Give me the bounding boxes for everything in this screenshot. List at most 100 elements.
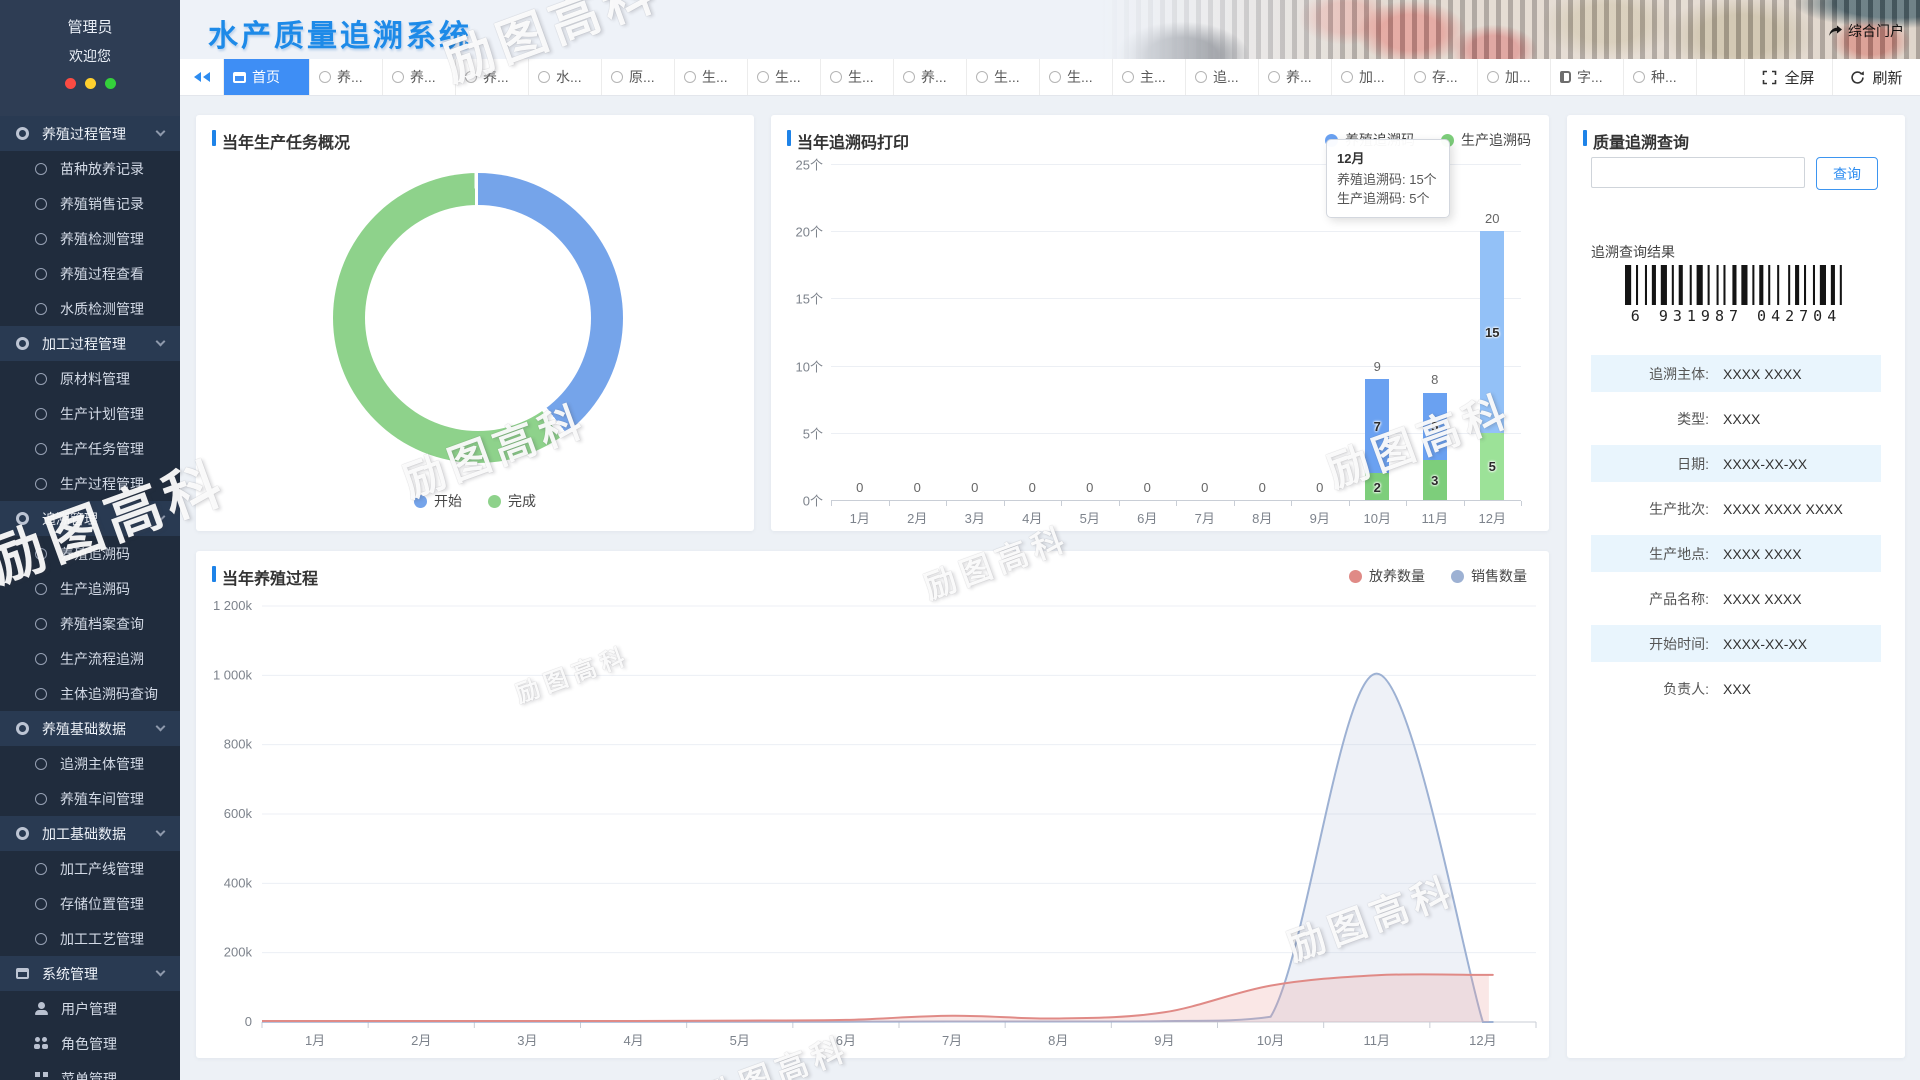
bar-value-label: 7 bbox=[1373, 419, 1381, 435]
sidebar-label: 水质检测管理 bbox=[60, 300, 144, 317]
sidebar-item-15[interactable]: 生产流程追溯 bbox=[0, 641, 180, 676]
chevron-down-icon bbox=[155, 966, 166, 977]
circle-icon bbox=[35, 162, 47, 175]
svg-text:4月: 4月 bbox=[623, 1033, 643, 1048]
sidebar-label: 养殖档案查询 bbox=[60, 615, 144, 632]
collapse-tabs-button[interactable] bbox=[180, 59, 224, 95]
circle-icon bbox=[35, 757, 47, 770]
sidebar-section-17[interactable]: 养殖基础数据 bbox=[0, 711, 180, 746]
card-title: 当年生产任务概况 bbox=[212, 129, 350, 153]
bar-segment-production-code[interactable] bbox=[1480, 432, 1505, 500]
sidebar-item-19[interactable]: 养殖车间管理 bbox=[0, 781, 180, 816]
tab-8[interactable]: 生... bbox=[821, 59, 894, 95]
area-chart[interactable]: 0 200k 400k 600k 800k 1 000k 1 200k 1月 2月 3月 4月 5月 6… bbox=[196, 551, 1549, 1058]
tab-1[interactable]: 养... bbox=[310, 59, 383, 95]
area-legend: 放养数量 销售数量 bbox=[1349, 566, 1527, 586]
sidebar-item-4[interactable]: 养殖过程查看 bbox=[0, 256, 180, 291]
donut-chart[interactable] bbox=[333, 173, 623, 463]
circle-icon bbox=[903, 71, 915, 83]
sidebar-item-7[interactable]: 原材料管理 bbox=[0, 361, 180, 396]
bar-segment-breeding-code[interactable] bbox=[1422, 392, 1447, 460]
sidebar-item-9[interactable]: 生产任务管理 bbox=[0, 431, 180, 466]
tab-6[interactable]: 生... bbox=[675, 59, 748, 95]
sidebar-item-1[interactable]: 苗种放养记录 bbox=[0, 151, 180, 186]
sidebar-label: 养殖车间管理 bbox=[60, 790, 144, 807]
tab-4[interactable]: 水... bbox=[529, 59, 602, 95]
sidebar-section-11[interactable]: 追溯管理 bbox=[0, 501, 180, 536]
sidebar-label: 加工基础数据 bbox=[42, 825, 126, 842]
sidebar-item-27[interactable]: 菜单管理 bbox=[0, 1061, 180, 1080]
tab-3[interactable]: 养... bbox=[456, 59, 529, 95]
sidebar-label: 追溯主体管理 bbox=[60, 755, 144, 772]
sidebar-item-8[interactable]: 生产计划管理 bbox=[0, 396, 180, 431]
sidebar-item-25[interactable]: 用户管理 bbox=[0, 991, 180, 1026]
svg-text:200k: 200k bbox=[224, 945, 253, 960]
trace-code-input[interactable] bbox=[1591, 157, 1805, 188]
sidebar-item-21[interactable]: 加工产线管理 bbox=[0, 851, 180, 886]
tab-label: 养... bbox=[337, 69, 363, 85]
bar-segment-breeding-code[interactable] bbox=[1480, 231, 1505, 433]
tab-9[interactable]: 养... bbox=[894, 59, 967, 95]
svg-text:400k: 400k bbox=[224, 875, 253, 890]
sidebar-item-10[interactable]: 生产过程管理 bbox=[0, 466, 180, 501]
sidebar-section-20[interactable]: 加工基础数据 bbox=[0, 816, 180, 851]
sidebar-item-12[interactable]: 养殖追溯码 bbox=[0, 536, 180, 571]
tab-12[interactable]: 主... bbox=[1113, 59, 1186, 95]
portal-link[interactable]: 综合门户 bbox=[1828, 21, 1904, 41]
sidebar-item-3[interactable]: 养殖检测管理 bbox=[0, 221, 180, 256]
sidebar-section-0[interactable]: 养殖过程管理 bbox=[0, 116, 180, 151]
circle-icon bbox=[35, 652, 47, 665]
gridline bbox=[831, 164, 1521, 165]
sidebar-label: 养殖基础数据 bbox=[42, 720, 126, 737]
sidebar-section-24[interactable]: 系统管理 bbox=[0, 956, 180, 991]
sidebar-item-14[interactable]: 养殖档案查询 bbox=[0, 606, 180, 641]
sidebar-item-26[interactable]: 角色管理 bbox=[0, 1026, 180, 1061]
tab-0[interactable]: 首页 bbox=[224, 59, 310, 95]
sidebar-label: 菜单管理 bbox=[61, 1070, 117, 1080]
tab-15[interactable]: 加... bbox=[1332, 59, 1405, 95]
legend-dot-icon bbox=[414, 494, 427, 508]
tab-7[interactable]: 生... bbox=[748, 59, 821, 95]
refresh-label: 刷新 bbox=[1872, 69, 1903, 87]
tab-13[interactable]: 追... bbox=[1186, 59, 1259, 95]
area-series-fill bbox=[262, 974, 1493, 1022]
user-block: 管理员 欢迎您 bbox=[0, 0, 180, 116]
legend-item: 销售数量 bbox=[1451, 566, 1527, 586]
bar-segment-production-code[interactable] bbox=[1422, 459, 1447, 500]
tab-14[interactable]: 养... bbox=[1259, 59, 1332, 95]
tab-5[interactable]: 原... bbox=[602, 59, 675, 95]
bar-chart[interactable]: 0个 5个 10个 15个 20个 25个 1月 0 2月 0 3月 0 4月 0 5月 0 6月 0 7月 0 8月 0… bbox=[796, 158, 1522, 526]
tab-label: 原... bbox=[629, 69, 655, 85]
sidebar-item-23[interactable]: 加工工艺管理 bbox=[0, 921, 180, 956]
sidebar-item-16[interactable]: 主体追溯码查询 bbox=[0, 676, 180, 711]
card-breeding-process: 当年养殖过程 放养数量 销售数量 0 200k 400k 600k 800k 1 000k 1… bbox=[196, 551, 1549, 1058]
sidebar-label: 养殖检测管理 bbox=[60, 230, 144, 247]
sidebar-item-5[interactable]: 水质检测管理 bbox=[0, 291, 180, 326]
tab-19[interactable]: 种... bbox=[1624, 59, 1697, 95]
circle-icon bbox=[35, 792, 47, 805]
sidebar-item-2[interactable]: 养殖销售记录 bbox=[0, 186, 180, 221]
tab-2[interactable]: 养... bbox=[383, 59, 456, 95]
sidebar-section-6[interactable]: 加工过程管理 bbox=[0, 326, 180, 361]
tooltip-line: 养殖追溯码: 15个 bbox=[1337, 172, 1437, 187]
fullscreen-button[interactable]: 全屏 bbox=[1744, 59, 1832, 95]
bar-total-label: 0 bbox=[1086, 480, 1094, 495]
tab-18[interactable]: 字... bbox=[1551, 59, 1624, 95]
tab-16[interactable]: 存... bbox=[1405, 59, 1478, 95]
tab-10[interactable]: 生... bbox=[967, 59, 1040, 95]
query-button[interactable]: 查询 bbox=[1816, 157, 1878, 190]
x-axis-tick bbox=[946, 501, 947, 506]
trace-result-rows: 追溯主体: XXXX XXXX 类型: XXXX 日期: XXXX-XX-XX 生产批次: X… bbox=[1591, 355, 1881, 715]
tab-17[interactable]: 加... bbox=[1478, 59, 1551, 95]
tab-11[interactable]: 生... bbox=[1040, 59, 1113, 95]
x-axis-label: 3月 bbox=[964, 511, 985, 526]
status-dots bbox=[0, 78, 180, 89]
bar-segment-breeding-code[interactable] bbox=[1365, 379, 1390, 474]
refresh-button[interactable]: 刷新 bbox=[1832, 59, 1920, 95]
sidebar-item-22[interactable]: 存储位置管理 bbox=[0, 886, 180, 921]
sidebar-item-18[interactable]: 追溯主体管理 bbox=[0, 746, 180, 781]
sidebar-item-13[interactable]: 生产追溯码 bbox=[0, 571, 180, 606]
bar-segment-production-code[interactable] bbox=[1365, 473, 1390, 500]
app-title: 水产质量追溯系统 bbox=[208, 20, 472, 53]
x-axis-label: 11月 bbox=[1421, 511, 1449, 526]
